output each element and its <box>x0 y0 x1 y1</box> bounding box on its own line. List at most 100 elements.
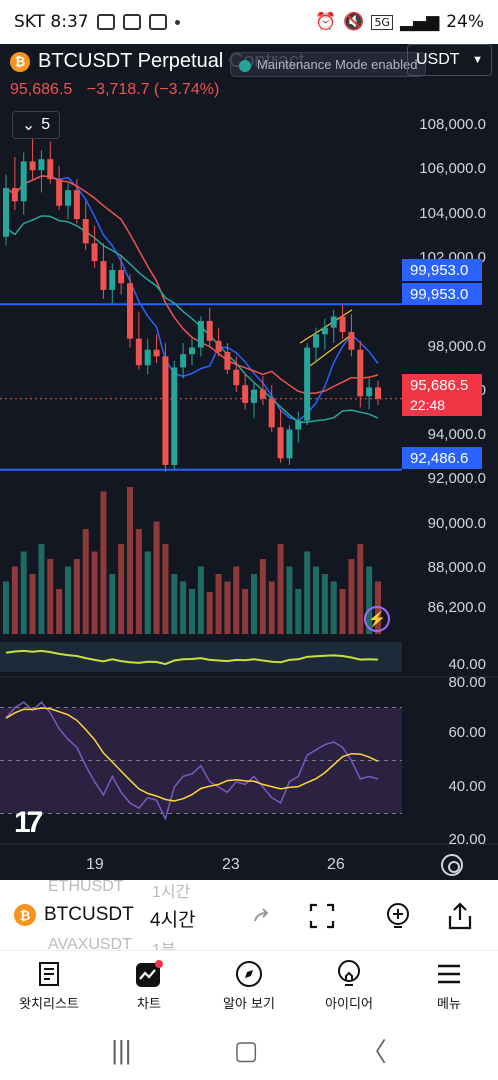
candle-body <box>330 316 337 328</box>
status-bar: SKT 8:37 ⏰ 🔇 5G ▂▄▆ 24% <box>0 0 498 44</box>
nav-label: 아이디어 <box>325 997 373 1012</box>
nav-explore[interactable]: 알아 보기 <box>204 959 294 1012</box>
candle-body <box>127 283 133 339</box>
candle-body <box>47 159 54 180</box>
fullscreen-icon[interactable] <box>306 900 338 932</box>
add-indicator-icon[interactable] <box>382 900 414 932</box>
bitcoin-icon: ₿ <box>14 904 36 926</box>
system-nav: ||| ▢ 〈 <box>0 1020 498 1080</box>
volume-bar <box>295 589 302 634</box>
rsi-ma-line <box>5 707 379 802</box>
volume-bar <box>153 521 160 634</box>
volume-bar <box>197 566 204 634</box>
osc-axis-label: 40.00 <box>448 656 486 673</box>
home-icon[interactable]: ▢ <box>233 1034 259 1065</box>
volume-bar <box>348 559 355 634</box>
candle-body <box>56 179 63 206</box>
volume-bar <box>91 551 98 634</box>
volume-bar <box>82 529 89 634</box>
volume-bar <box>171 574 178 634</box>
candle-body <box>277 427 284 459</box>
ma-slow-line <box>5 215 379 424</box>
network-badge: 5G <box>371 14 393 30</box>
candle-body <box>3 187 9 237</box>
share-arrow-icon[interactable] <box>246 900 278 932</box>
candle-body <box>118 269 125 284</box>
volume-bar <box>100 491 107 634</box>
candle-body <box>100 261 107 290</box>
back-icon[interactable]: 〈 <box>360 1036 387 1067</box>
rsi-axis-60: 60.00 <box>448 724 486 741</box>
volume-bar <box>3 581 9 634</box>
carrier-time: SKT 8:37 <box>14 12 89 32</box>
currency-select[interactable]: USDT ▼ <box>407 44 492 76</box>
volume-bar <box>20 551 27 634</box>
candle-body <box>38 159 45 171</box>
candle-body <box>304 347 311 421</box>
volume-bar <box>109 574 116 634</box>
nav-watchlist[interactable]: 왓치리스트 <box>4 959 94 1012</box>
volume-bar <box>339 589 346 634</box>
signal-icon: ▂▄▆ <box>399 12 440 32</box>
maintenance-text: Maintenance Mode enabled <box>257 57 418 72</box>
volume-bar <box>47 559 54 634</box>
bitcoin-icon: ₿ <box>10 51 30 72</box>
candle-body <box>20 161 27 202</box>
prev-symbol-ghost: ETHUSDT <box>48 878 124 895</box>
pay-icon <box>148 14 167 30</box>
volume-bar <box>65 566 71 634</box>
volume-bar <box>11 566 18 634</box>
volume-bar <box>330 581 337 634</box>
candle-body <box>180 354 187 368</box>
volume-bar <box>135 529 142 634</box>
rsi-axis-40: 40.00 <box>448 778 486 795</box>
nav-label: 차트 <box>137 997 161 1012</box>
candle-body <box>313 334 319 348</box>
candle-body <box>109 269 116 290</box>
recent-apps-icon[interactable]: ||| <box>111 1034 132 1065</box>
price-axis-label: 88,000.0 <box>427 559 486 577</box>
volume-bar <box>242 589 249 634</box>
alarm-icon: ⏰ <box>315 12 337 32</box>
lightning-icon[interactable]: ⚡ <box>364 606 390 632</box>
candle-body <box>224 351 231 370</box>
resistance-tag: 99,953.0 <box>402 259 482 281</box>
candle-body <box>233 369 240 386</box>
rsi-line <box>5 701 379 821</box>
nav-label: 메뉴 <box>437 997 461 1012</box>
candle-body <box>11 187 18 202</box>
symbol-name: BTCUSDT <box>44 904 134 925</box>
candle-body <box>197 320 204 348</box>
current-price-tag: 95,686.5 <box>402 374 482 396</box>
support-tag: 92,486.6 <box>402 447 482 469</box>
nav-chart[interactable]: 차트 <box>104 959 194 1012</box>
volume-bar <box>251 574 257 634</box>
candle-body <box>171 367 178 465</box>
mute-icon: 🔇 <box>343 12 365 32</box>
volume-bar <box>366 566 373 634</box>
tradingview-logo: 17 <box>14 806 43 839</box>
price-axis-label: 98,000.0 <box>427 337 486 355</box>
nav-menu[interactable]: 메뉴 <box>404 959 494 1012</box>
volume-bar <box>313 566 319 634</box>
chart-canvas[interactable] <box>0 44 498 880</box>
interval-picker[interactable]: 4시간 <box>150 910 196 931</box>
compass-icon <box>204 959 294 989</box>
share-icon[interactable] <box>444 900 476 932</box>
indicator-toggle-button[interactable]: ⌄ 5 <box>12 111 60 139</box>
price-axis-label: 90,000.0 <box>427 514 486 532</box>
rsi-axis-20: 20.00 <box>448 831 486 848</box>
volume-bar <box>268 581 275 634</box>
settings-gear-icon[interactable] <box>441 854 463 876</box>
chevron-down-icon: ▼ <box>472 54 483 66</box>
volume-bar <box>162 544 169 634</box>
candle-body <box>321 327 328 335</box>
chart-area[interactable]: ₿ BTCUSDT Perpetual Contract Maintenance… <box>0 44 498 880</box>
symbol-picker[interactable]: ₿ BTCUSDT <box>14 904 134 926</box>
volume-bar <box>73 559 80 634</box>
nav-ideas[interactable]: 아이디어 <box>304 959 394 1012</box>
volume-bar <box>233 566 240 634</box>
candle-body <box>268 398 275 428</box>
volume-bar <box>180 581 187 634</box>
candle-body <box>339 316 346 333</box>
